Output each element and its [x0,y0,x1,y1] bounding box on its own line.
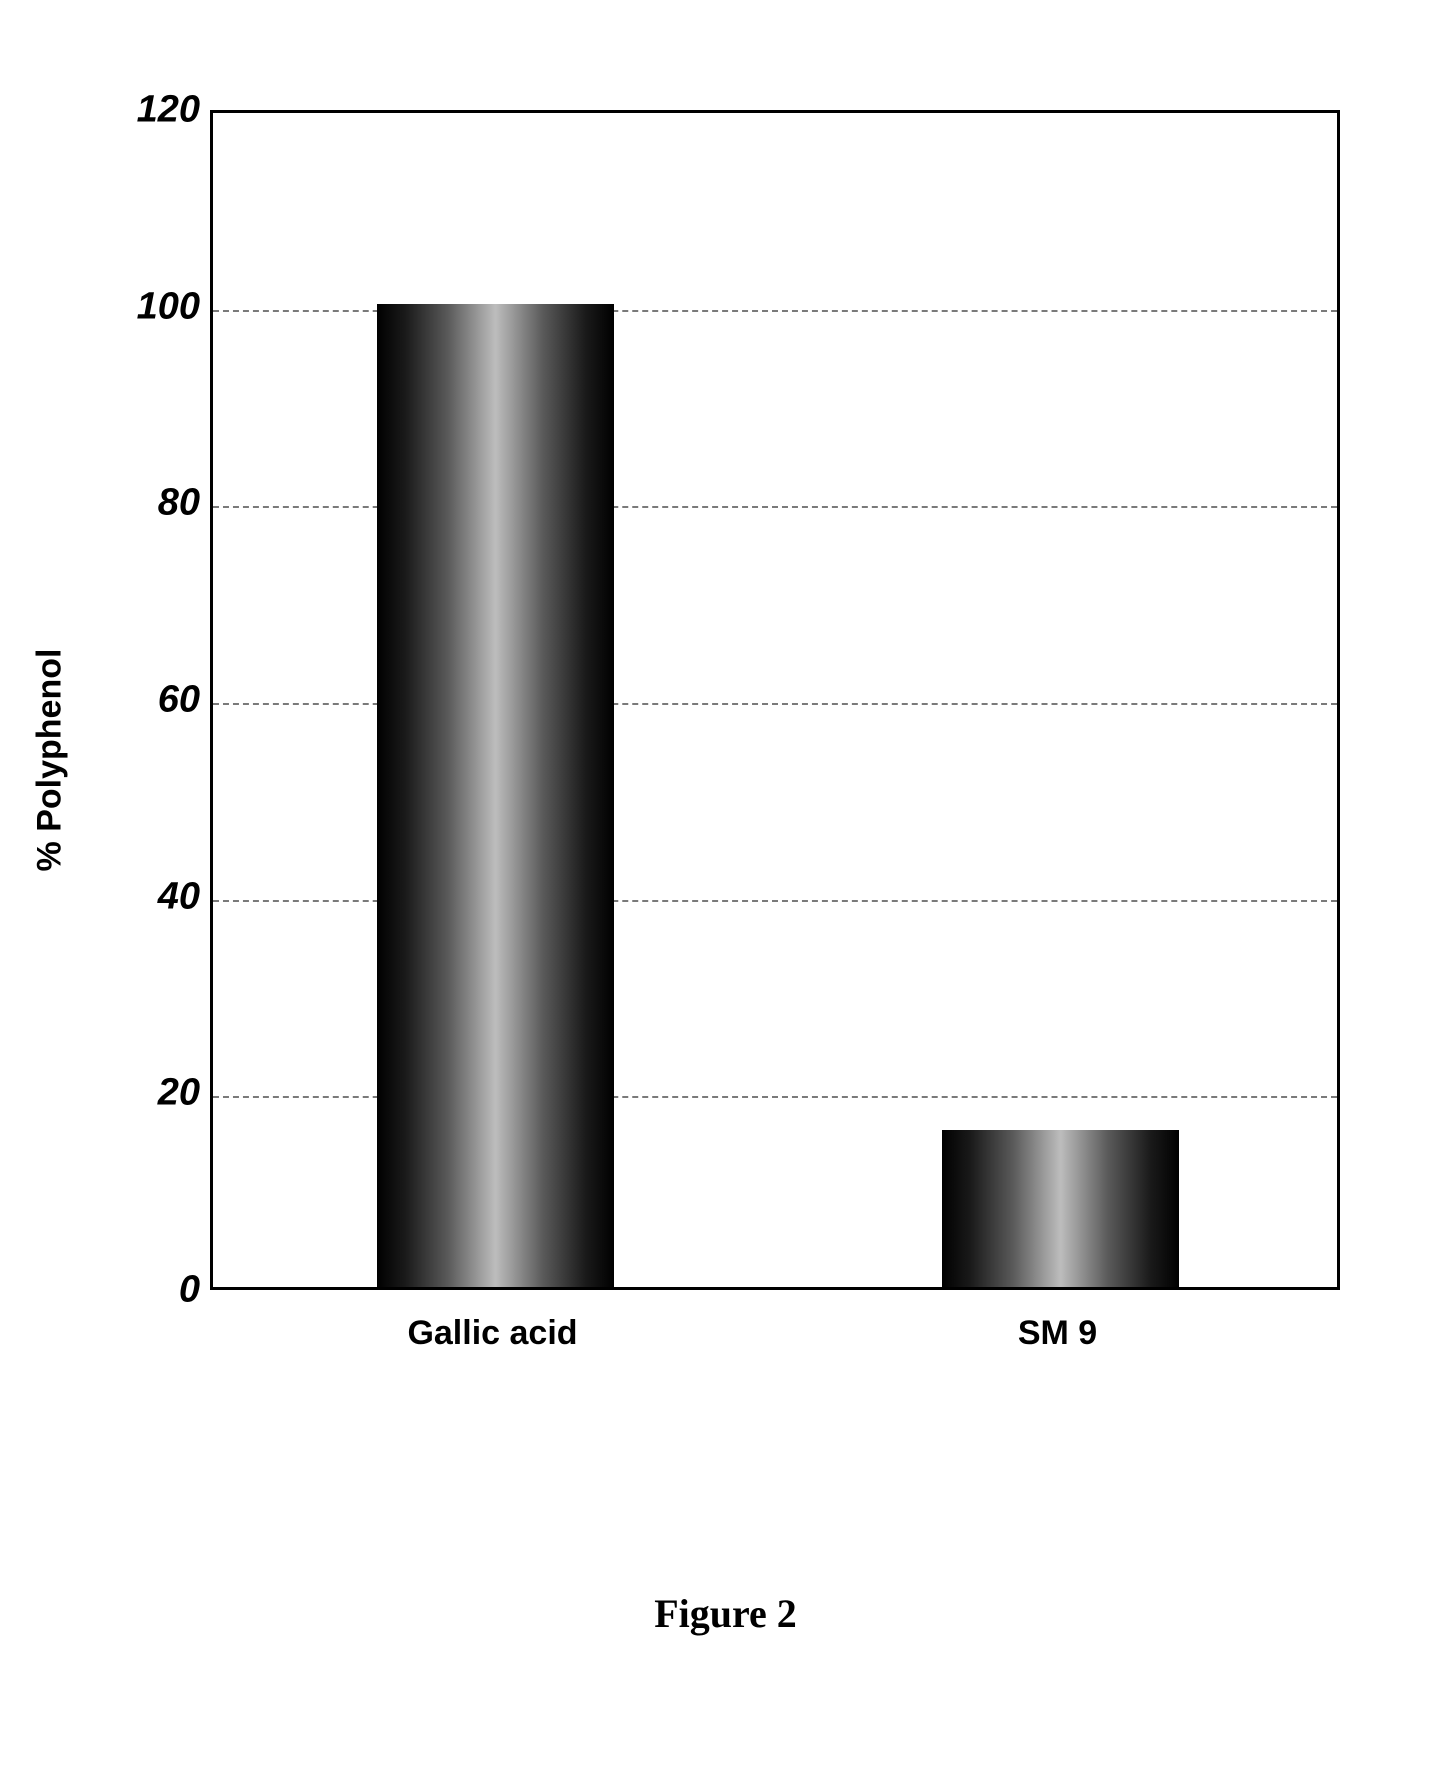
figure-caption: Figure 2 [654,1590,797,1637]
x-axis-label: Gallic acid [407,1314,577,1353]
bar [942,1130,1179,1287]
y-tick-label: 120 [137,89,200,132]
x-axis-labels: Gallic acid SM 9 [210,1314,1340,1374]
page-root: % Polyphenol 0 20 40 60 80 100 120 Gallic acid… [0,0,1451,1773]
y-axis-ticks: 020406080100120 [80,110,210,1290]
y-tick-label: 40 [158,875,200,918]
bar [377,304,614,1287]
y-tick-label: 0 [179,1269,200,1312]
y-tick-label: 60 [158,679,200,722]
bar-chart: % Polyphenol 020406080100120 Gallic acid… [80,110,1370,1410]
x-axis-label: SM 9 [1018,1314,1097,1353]
y-axis-label: % Polyphenol [31,649,70,872]
y-tick-label: 20 [158,1072,200,1115]
y-tick-label: 80 [158,482,200,525]
y-tick-label: 100 [137,285,200,328]
plot-area [210,110,1340,1290]
